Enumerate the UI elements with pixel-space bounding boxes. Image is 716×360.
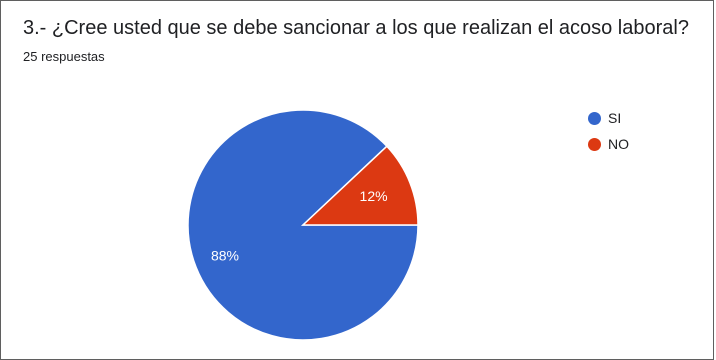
legend-label-no: NO [608, 136, 629, 152]
legend-item-si: SI [588, 105, 629, 131]
legend-swatch-no [588, 137, 601, 151]
pie-slice-no [301, 145, 419, 226]
data-label-no: 12% [360, 188, 388, 204]
legend-label-si: SI [608, 110, 622, 126]
question-title: 3.- ¿Cree usted que se debe sancionar a … [23, 17, 689, 39]
legend-item-no: NO [588, 131, 629, 157]
pie-chart: 88% 12% [187, 109, 419, 341]
response-count: 25 respuestas [23, 49, 105, 64]
chart-legend: SI NO [588, 105, 629, 157]
legend-swatch-si [588, 111, 601, 125]
data-label-si: 88% [211, 248, 239, 264]
